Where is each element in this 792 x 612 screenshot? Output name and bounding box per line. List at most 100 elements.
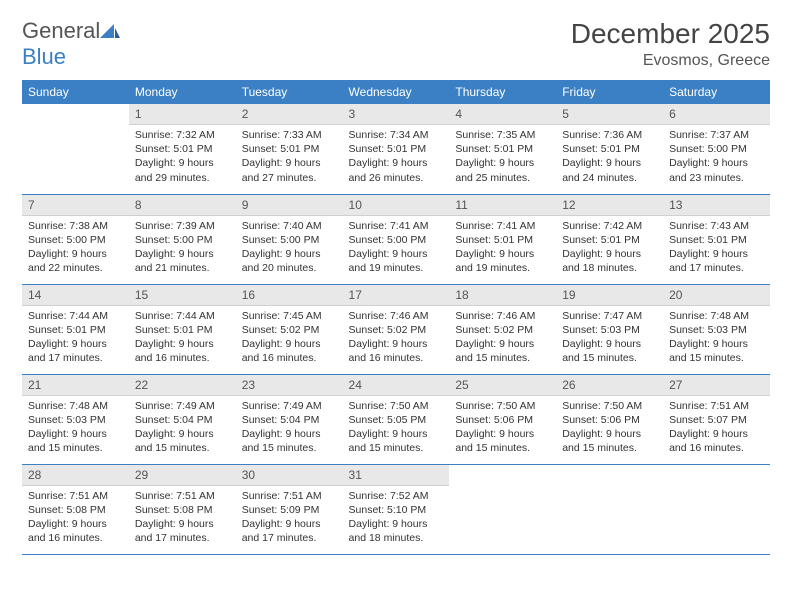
calendar-cell: 24Sunrise: 7:50 AMSunset: 5:05 PMDayligh… (343, 374, 450, 464)
day-number: 25 (449, 375, 556, 396)
daylight-line: Daylight: 9 hours and 15 minutes. (349, 428, 428, 454)
sunrise-line: Sunrise: 7:40 AM (242, 220, 322, 232)
day-number: 31 (343, 465, 450, 486)
calendar-cell: 30 Sunrise: 7:51 AM Sunset: 5:09 PM Dayligh… (236, 464, 343, 554)
day-content: Sunrise: 7:44 AMSunset: 5:01 PMDaylight:… (129, 306, 236, 372)
day-content: Sunrise: 7:51 AMSunset: 5:08 PMDaylight:… (22, 486, 129, 552)
daylight-line: Daylight: 9 hours and 16 minutes. (28, 518, 107, 544)
calendar-cell: 29 Sunrise: 7:51 AM Sunset: 5:08 PM Dayligh… (129, 464, 236, 554)
day-content: Sunrise: 7:38 AMSunset: 5:00 PMDaylight:… (22, 216, 129, 282)
daylight-line: Daylight: 9 hours and 16 minutes. (669, 428, 748, 454)
weekday-header: Thursday (449, 80, 556, 104)
daylight-line: Daylight: 9 hours and 17 minutes. (135, 518, 214, 544)
sunrise-line: Sunrise: 7:45 AM (242, 310, 322, 322)
day-content: Sunrise: 7:35 AMSunset: 5:01 PMDaylight:… (449, 125, 556, 191)
day-number: 5 (556, 104, 663, 125)
weekday-header: Saturday (663, 80, 770, 104)
calendar-cell: 28Sunrise: 7:51 AMSunset: 5:08 PMDayligh… (22, 464, 129, 554)
sunset-line: Sunset: 5:02 PM (242, 324, 320, 336)
calendar-cell: 12Sunrise: 7:42 AMSunset: 5:01 PMDayligh… (556, 194, 663, 284)
sunrise-line: Sunrise: 7:51 AM (242, 490, 322, 502)
calendar-cell: 13Sunrise: 7:43 AMSunset: 5:01 PMDayligh… (663, 194, 770, 284)
sunset-line: Sunset: 5:04 PM (135, 414, 213, 426)
calendar-week-row: 14Sunrise: 7:44 AMSunset: 5:01 PMDayligh… (22, 284, 770, 374)
sunrise-line: Sunrise: 7:41 AM (349, 220, 429, 232)
calendar-cell: 10Sunrise: 7:41 AMSunset: 5:00 PMDayligh… (343, 194, 450, 284)
logo-text: GeneralBlue (22, 18, 120, 70)
calendar-cell: 9Sunrise: 7:40 AMSunset: 5:00 PMDaylight… (236, 194, 343, 284)
day-content: Sunrise: 7:50 AMSunset: 5:06 PMDaylight:… (449, 396, 556, 462)
sunset-line: Sunset: 5:03 PM (669, 324, 747, 336)
sunset-line: Sunset: 5:01 PM (562, 234, 640, 246)
daylight-line: Daylight: 9 hours and 17 minutes. (28, 338, 107, 364)
sunrise-line: Sunrise: 7:47 AM (562, 310, 642, 322)
sunrise-line: Sunrise: 7:51 AM (135, 490, 215, 502)
day-number: 13 (663, 195, 770, 216)
daylight-line: Daylight: 9 hours and 18 minutes. (562, 248, 641, 274)
sunset-line: Sunset: 5:07 PM (669, 414, 747, 426)
day-number: 18 (449, 285, 556, 306)
sunset-line: Sunset: 5:06 PM (562, 414, 640, 426)
sunrise-line: Sunrise: 7:48 AM (28, 400, 108, 412)
sunset-line: Sunset: 5:01 PM (669, 234, 747, 246)
daylight-line: Daylight: 9 hours and 24 minutes. (562, 157, 641, 183)
calendar-cell: .. (556, 464, 663, 554)
daylight-line: Daylight: 9 hours and 16 minutes. (349, 338, 428, 364)
calendar-cell: 5Sunrise: 7:36 AMSunset: 5:01 PMDaylight… (556, 104, 663, 194)
day-content: Sunrise: 7:49 AM Sunset: 5:04 PM Daylight:… (129, 396, 236, 462)
daylight-line: Daylight: 9 hours and 20 minutes. (242, 248, 321, 274)
sunrise-line: Sunrise: 7:32 AM (135, 129, 215, 141)
calendar-week-row: 21Sunrise: 7:48 AMSunset: 5:03 PMDayligh… (22, 374, 770, 464)
calendar-cell: 6Sunrise: 7:37 AMSunset: 5:00 PMDaylight… (663, 104, 770, 194)
calendar-cell: .. (449, 464, 556, 554)
calendar-cell: 23Sunrise: 7:49 AMSunset: 5:04 PMDayligh… (236, 374, 343, 464)
sunrise-line: Sunrise: 7:46 AM (349, 310, 429, 322)
sunset-line: Sunset: 5:00 PM (242, 234, 320, 246)
daylight-line: Daylight: 9 hours and 15 minutes. (669, 338, 748, 364)
calendar-week-row: ..1Sunrise: 7:32 AMSunset: 5:01 PMDaylig… (22, 104, 770, 194)
sunset-line: Sunset: 5:05 PM (349, 414, 427, 426)
daylight-line: Daylight: 9 hours and 15 minutes. (242, 428, 321, 454)
day-number: 19 (556, 285, 663, 306)
day-number: 6 (663, 104, 770, 125)
sunset-line: Sunset: 5:00 PM (349, 234, 427, 246)
daylight-line: Daylight: 9 hours and 16 minutes. (242, 338, 321, 364)
day-content: Sunrise: 7:51 AM Sunset: 5:09 PM Daylight:… (236, 486, 343, 552)
sunrise-line: Sunrise: 7:49 AM (135, 400, 215, 412)
weekday-header: Sunday (22, 80, 129, 104)
weekday-header: Monday (129, 80, 236, 104)
calendar-cell: .. (663, 464, 770, 554)
day-content: Sunrise: 7:43 AMSunset: 5:01 PMDaylight:… (663, 216, 770, 282)
daylight-line: Daylight: 9 hours and 18 minutes. (349, 518, 428, 544)
calendar-cell: 14Sunrise: 7:44 AMSunset: 5:01 PMDayligh… (22, 284, 129, 374)
day-content: Sunrise: 7:47 AMSunset: 5:03 PMDaylight:… (556, 306, 663, 372)
weekday-header: Friday (556, 80, 663, 104)
daylight-line: Daylight: 9 hours and 29 minutes. (135, 157, 214, 183)
sunset-line: Sunset: 5:03 PM (28, 414, 106, 426)
day-content: Sunrise: 7:49 AMSunset: 5:04 PMDaylight:… (236, 396, 343, 462)
day-content: Sunrise: 7:51 AM Sunset: 5:08 PM Daylight:… (129, 486, 236, 552)
day-number: 8 (129, 195, 236, 216)
sunrise-line: Sunrise: 7:42 AM (562, 220, 642, 232)
daylight-line: Daylight: 9 hours and 17 minutes. (242, 518, 321, 544)
sunset-line: Sunset: 5:09 PM (242, 504, 320, 516)
day-number: 17 (343, 285, 450, 306)
daylight-line: Daylight: 9 hours and 15 minutes. (135, 428, 214, 454)
sunrise-line: Sunrise: 7:50 AM (562, 400, 642, 412)
sunset-line: Sunset: 5:08 PM (135, 504, 213, 516)
day-number: 30 (236, 465, 343, 486)
daylight-line: Daylight: 9 hours and 16 minutes. (135, 338, 214, 364)
calendar-cell: 21Sunrise: 7:48 AMSunset: 5:03 PMDayligh… (22, 374, 129, 464)
sunrise-line: Sunrise: 7:48 AM (669, 310, 749, 322)
sunset-line: Sunset: 5:01 PM (135, 143, 213, 155)
day-number: 29 (129, 465, 236, 486)
day-number: 23 (236, 375, 343, 396)
day-content: Sunrise: 7:32 AM Sunset: 5:01 PM Daylight:… (129, 125, 236, 191)
calendar-cell: 3Sunrise: 7:34 AMSunset: 5:01 PMDaylight… (343, 104, 450, 194)
day-number: 11 (449, 195, 556, 216)
sunrise-line: Sunrise: 7:51 AM (28, 490, 108, 502)
day-content: Sunrise: 7:37 AMSunset: 5:00 PMDaylight:… (663, 125, 770, 191)
sunset-line: Sunset: 5:03 PM (562, 324, 640, 336)
calendar-cell: 19Sunrise: 7:47 AMSunset: 5:03 PMDayligh… (556, 284, 663, 374)
sunset-line: Sunset: 5:01 PM (135, 324, 213, 336)
